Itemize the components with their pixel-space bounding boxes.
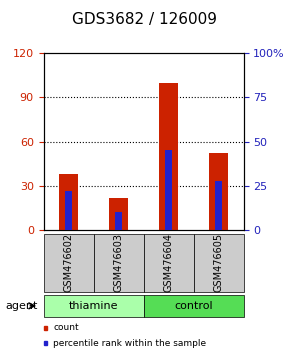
Bar bbox=[109, 198, 128, 230]
Text: GSM476605: GSM476605 bbox=[214, 233, 224, 292]
Bar bbox=[115, 212, 122, 230]
Bar bbox=[159, 82, 178, 230]
Text: agent: agent bbox=[6, 301, 38, 311]
Text: thiamine: thiamine bbox=[69, 301, 118, 311]
Text: control: control bbox=[174, 301, 213, 311]
Bar bbox=[59, 174, 78, 230]
Text: count: count bbox=[53, 324, 79, 332]
Bar bbox=[215, 181, 222, 230]
Text: GSM476603: GSM476603 bbox=[114, 233, 124, 292]
Bar bbox=[165, 150, 172, 230]
Bar bbox=[209, 153, 228, 230]
Bar bbox=[65, 191, 72, 230]
Text: GSM476604: GSM476604 bbox=[164, 233, 173, 292]
Text: GDS3682 / 126009: GDS3682 / 126009 bbox=[72, 12, 218, 27]
Text: percentile rank within the sample: percentile rank within the sample bbox=[53, 339, 206, 348]
Text: GSM476602: GSM476602 bbox=[64, 233, 73, 292]
